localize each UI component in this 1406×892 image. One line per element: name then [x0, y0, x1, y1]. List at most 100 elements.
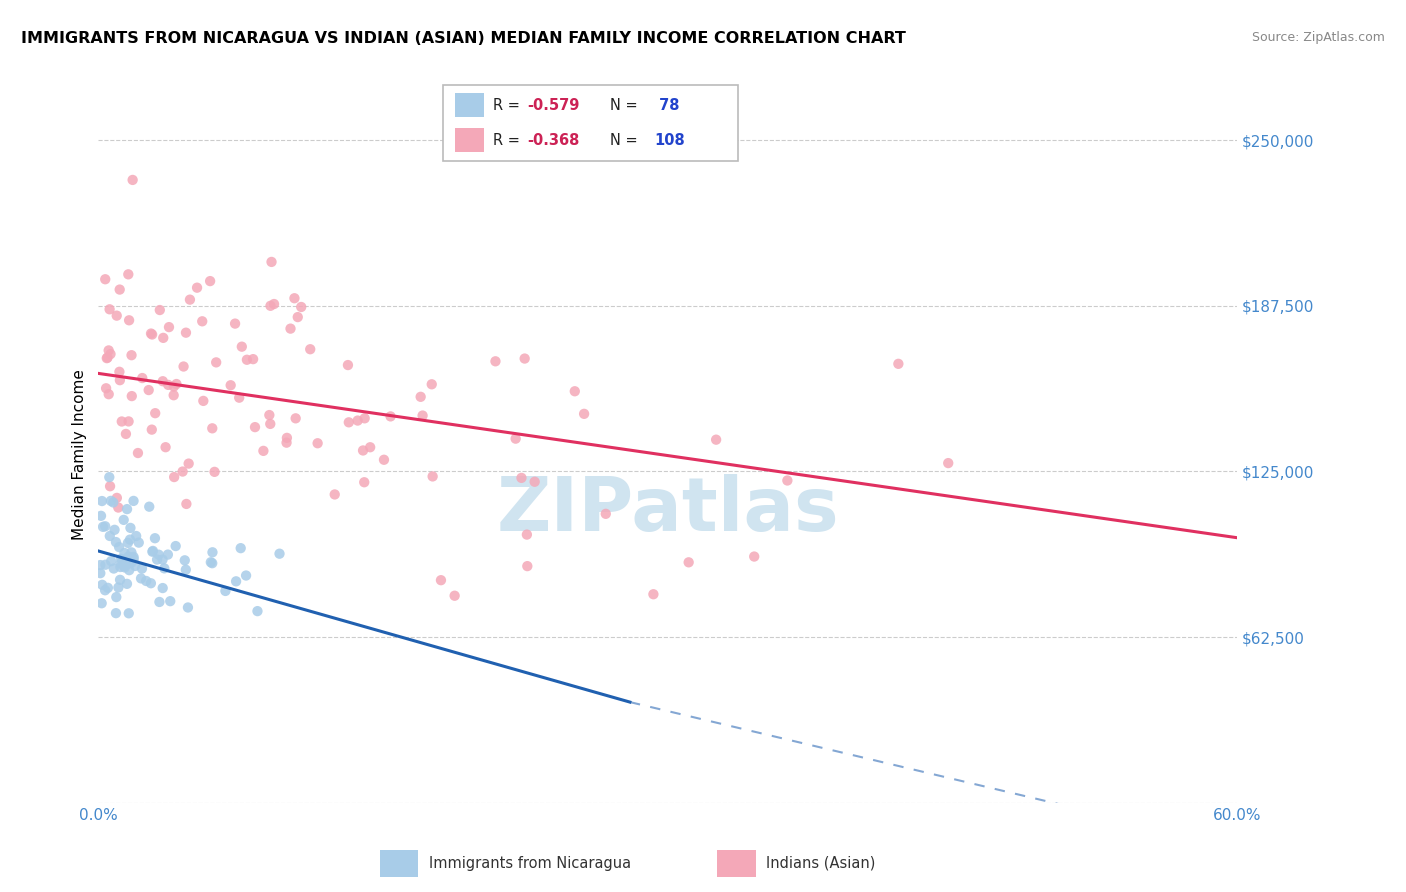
- Point: [91, 578, 114, 592]
- Point: [186, 281, 208, 295]
- Bar: [454, 128, 484, 153]
- Point: [97, 351, 120, 365]
- Point: [174, 563, 197, 577]
- Bar: [454, 93, 484, 118]
- Point: [259, 408, 281, 422]
- Point: [523, 475, 546, 489]
- Point: [516, 559, 538, 574]
- Point: [299, 343, 322, 357]
- Point: [157, 320, 180, 334]
- Point: [252, 443, 274, 458]
- FancyBboxPatch shape: [443, 85, 738, 161]
- Point: [104, 535, 127, 549]
- Point: [201, 421, 224, 435]
- Point: [165, 377, 187, 392]
- Point: [152, 331, 174, 345]
- Point: [122, 549, 145, 564]
- Point: [280, 321, 302, 335]
- Point: [224, 317, 246, 331]
- Point: [443, 589, 465, 603]
- Point: [122, 552, 145, 566]
- Point: [110, 560, 132, 574]
- Point: [149, 303, 172, 318]
- Point: [108, 540, 131, 554]
- Point: [205, 355, 228, 369]
- Point: [373, 452, 395, 467]
- Point: [94, 558, 117, 572]
- Point: [94, 519, 117, 533]
- Point: [148, 595, 170, 609]
- Point: [420, 377, 443, 392]
- Point: [90, 508, 112, 523]
- Point: [159, 594, 181, 608]
- Point: [108, 373, 131, 387]
- Point: [110, 557, 132, 571]
- Point: [112, 513, 135, 527]
- Point: [121, 173, 143, 187]
- Point: [259, 417, 281, 431]
- Point: [117, 414, 139, 428]
- Point: [117, 557, 139, 571]
- Point: [138, 500, 160, 514]
- Point: [98, 302, 121, 317]
- Point: [98, 470, 121, 484]
- Point: [152, 374, 174, 388]
- Point: [307, 436, 329, 450]
- Point: [139, 576, 162, 591]
- Point: [108, 573, 131, 587]
- Point: [115, 502, 138, 516]
- Point: [100, 347, 122, 361]
- Point: [105, 590, 128, 604]
- Text: IMMIGRANTS FROM NICARAGUA VS INDIAN (ASIAN) MEDIAN FAMILY INCOME CORRELATION CHA: IMMIGRANTS FROM NICARAGUA VS INDIAN (ASI…: [21, 31, 905, 46]
- Point: [131, 371, 153, 385]
- Point: [97, 343, 120, 358]
- Point: [120, 545, 142, 559]
- Point: [200, 555, 222, 569]
- Point: [122, 494, 145, 508]
- Point: [143, 406, 166, 420]
- Point: [90, 596, 112, 610]
- Point: [100, 494, 122, 508]
- Point: [117, 268, 139, 282]
- Text: N =: N =: [610, 133, 643, 147]
- Point: [201, 556, 224, 570]
- Point: [107, 581, 129, 595]
- Point: [174, 326, 197, 340]
- Text: 108: 108: [654, 133, 685, 147]
- Point: [94, 381, 117, 395]
- Point: [155, 440, 177, 454]
- Point: [236, 352, 259, 367]
- Y-axis label: Median Family Income: Median Family Income: [72, 369, 87, 541]
- Point: [128, 535, 150, 549]
- Point: [89, 558, 111, 572]
- Point: [510, 471, 533, 485]
- Point: [242, 352, 264, 367]
- Point: [290, 300, 312, 314]
- Point: [110, 551, 132, 566]
- Text: N =: N =: [610, 98, 643, 112]
- Text: -0.579: -0.579: [527, 98, 579, 112]
- Point: [283, 291, 305, 305]
- Point: [412, 409, 434, 423]
- Point: [742, 549, 765, 564]
- Point: [337, 415, 360, 429]
- Point: [201, 545, 224, 559]
- Point: [146, 552, 169, 566]
- Point: [142, 544, 165, 558]
- Point: [229, 541, 252, 556]
- Point: [120, 521, 142, 535]
- Text: R =: R =: [494, 133, 524, 147]
- Point: [163, 379, 186, 393]
- Point: [176, 497, 198, 511]
- Point: [260, 255, 283, 269]
- Point: [276, 431, 298, 445]
- Point: [114, 546, 136, 560]
- Point: [98, 479, 121, 493]
- Point: [115, 577, 138, 591]
- Text: ZIPatlas: ZIPatlas: [496, 474, 839, 547]
- Point: [198, 274, 221, 288]
- Point: [484, 354, 506, 368]
- Point: [152, 581, 174, 595]
- Point: [105, 491, 128, 505]
- Point: [235, 568, 257, 582]
